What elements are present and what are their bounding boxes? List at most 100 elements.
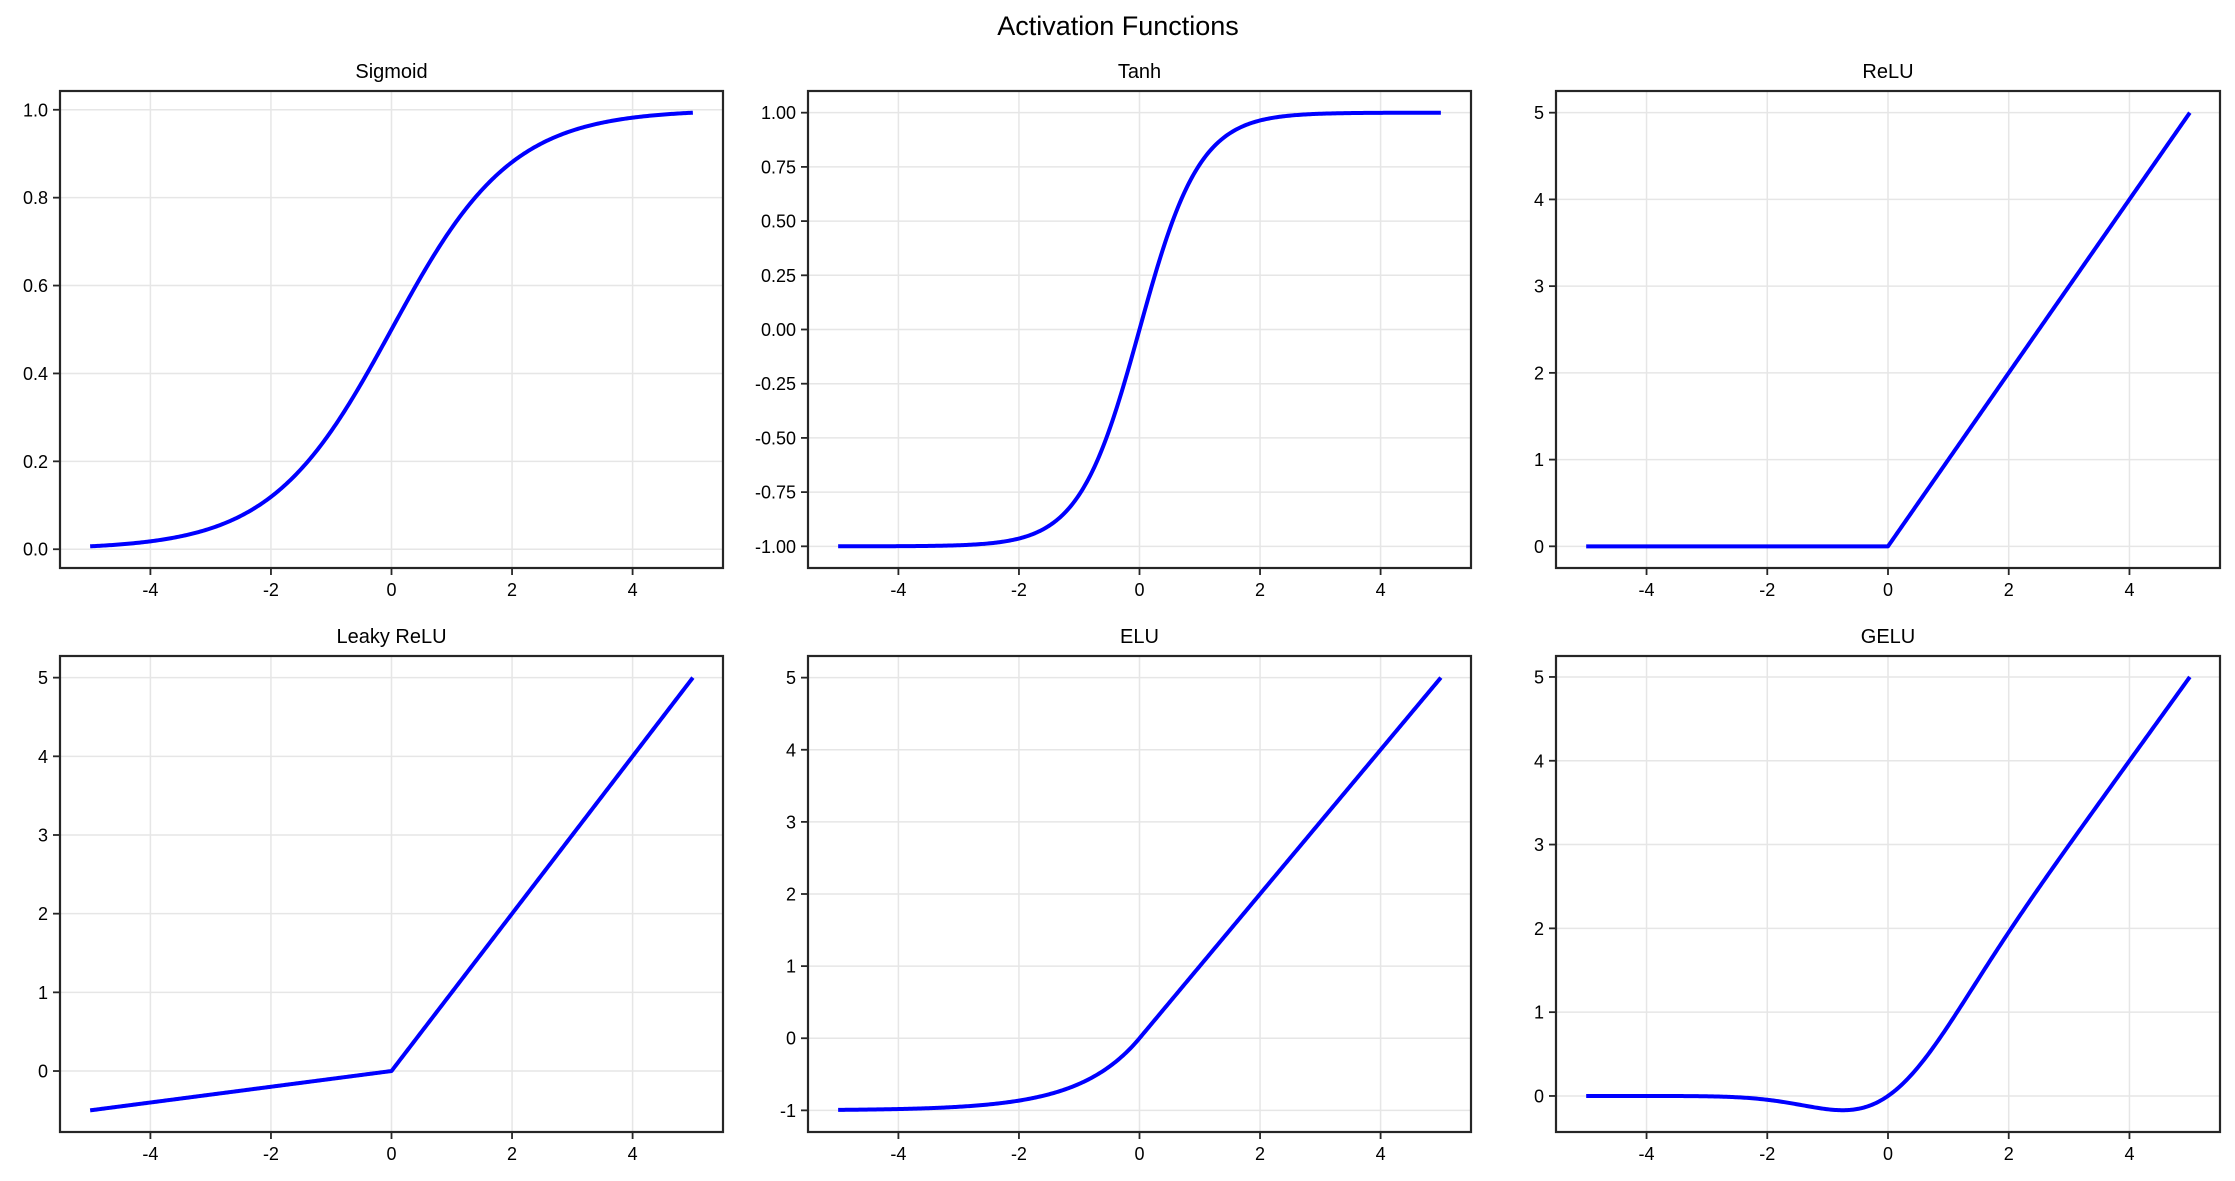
x-axis: -4 -2 0 2 4	[890, 1132, 1386, 1164]
x-tick-label: 0	[1883, 580, 1893, 600]
subplot-title: Leaky ReLU	[336, 626, 446, 648]
y-tick-label: 0.2	[23, 452, 48, 472]
grid	[808, 91, 1471, 568]
y-tick-label: 3	[38, 825, 48, 845]
y-tick-label: 0.75	[761, 157, 796, 177]
x-tick-label: 4	[1376, 580, 1386, 600]
y-tick-label: 3	[786, 812, 796, 832]
y-tick-label: 4	[786, 740, 796, 760]
x-tick-label: -2	[263, 1144, 279, 1164]
y-tick-label: 0.6	[23, 276, 48, 296]
y-axis: 0 1 2 3 4 5	[38, 668, 60, 1082]
x-tick-label: 0	[1883, 1144, 1893, 1164]
x-tick-label: 0	[1134, 580, 1144, 600]
x-tick-label: -2	[1759, 580, 1775, 600]
x-tick-label: 4	[1376, 1144, 1386, 1164]
grid	[1556, 91, 2220, 568]
series-line	[1585, 675, 2192, 1113]
x-axis: -4 -2 0 2 4	[890, 568, 1386, 600]
y-tick-label: 0.00	[761, 320, 796, 340]
y-tick-label: 0.8	[23, 188, 48, 208]
x-tick-label: 4	[628, 1144, 638, 1164]
y-axis: 0.0 0.2 0.4 0.6 0.8 1.0	[23, 100, 60, 560]
x-tick-label: 0	[386, 580, 396, 600]
y-tick-label: 0.50	[761, 212, 796, 232]
y-tick-label: 0.0	[23, 540, 48, 560]
y-tick-label: 1.0	[23, 100, 48, 120]
x-axis: -4 -2 0 2 4	[142, 1132, 638, 1164]
y-tick-label: 0	[786, 1029, 796, 1049]
y-tick-label: 0.25	[761, 266, 796, 286]
figure-title: Activation Functions	[997, 11, 1239, 41]
x-axis: -4 -2 0 2 4	[1639, 1132, 2134, 1164]
y-axis: -1.00 -0.75 -0.50 -0.25 0.00 0.25 0.50 0.75 1.00	[755, 103, 808, 557]
x-tick-label: -2	[1011, 1144, 1027, 1164]
y-tick-label: 5	[38, 668, 48, 688]
x-tick-label: -4	[1639, 580, 1655, 600]
x-tick-label: 2	[2004, 580, 2014, 600]
y-tick-label: 0	[1534, 1086, 1544, 1106]
x-tick-label: 2	[2004, 1144, 2014, 1164]
y-tick-label: 1.00	[761, 103, 796, 123]
x-tick-label: -2	[1759, 1144, 1775, 1164]
y-tick-label: -1.00	[755, 537, 796, 557]
y-tick-label: -1	[780, 1101, 796, 1121]
y-tick-label: 3	[1534, 277, 1544, 297]
x-tick-label: 0	[386, 1144, 396, 1164]
y-axis: 0 1 2 3 4 5	[1534, 667, 1556, 1106]
x-tick-label: -4	[142, 580, 158, 600]
series-line	[837, 676, 1443, 1112]
series-line	[89, 110, 694, 549]
y-tick-label: 1	[38, 983, 48, 1003]
subplot-title: Tanh	[1118, 61, 1161, 83]
x-tick-label: 4	[2124, 580, 2134, 600]
subplot-gelu: -4 -2 0 2 4 0 1 2 3 4 5 GELU	[1534, 626, 2222, 1164]
y-axis: 0 1 2 3 4 5	[1534, 103, 1556, 557]
y-tick-label: 2	[786, 885, 796, 905]
y-tick-label: 0	[1534, 537, 1544, 557]
subplot-leaky-relu: -4 -2 0 2 4 0 1 2 3 4 5 Leaky ReLU	[38, 626, 725, 1164]
subplot-title: ELU	[1120, 626, 1159, 648]
y-tick-label: 4	[38, 747, 48, 767]
subplot-tanh: -4 -2 0 2 4 -1.00 -0.75 -0.50 -0.25 0.00 0.25 0.50 0…	[755, 61, 1473, 600]
y-tick-label: 5	[1534, 103, 1544, 123]
x-tick-label: -4	[890, 1144, 906, 1164]
y-axis: -1 0 1 2 3 4 5	[780, 668, 808, 1121]
x-tick-label: -4	[1639, 1144, 1655, 1164]
x-tick-label: -2	[263, 580, 279, 600]
subplot-title: Sigmoid	[355, 61, 427, 83]
grid	[60, 91, 723, 568]
subplot-title: ReLU	[1862, 61, 1913, 83]
x-tick-label: 0	[1134, 1144, 1144, 1164]
subplot-sigmoid: -4 -2 0 2 4 0.0 0.2 0.4 0.6 0.8 1.0 Sigmoid	[23, 61, 725, 600]
series-line	[89, 676, 695, 1113]
y-tick-label: -0.25	[755, 374, 796, 394]
y-tick-label: -0.75	[755, 483, 796, 503]
x-tick-label: 4	[2124, 1144, 2134, 1164]
x-tick-label: 2	[507, 1144, 517, 1164]
x-axis: -4 -2 0 2 4	[1639, 568, 2134, 600]
subplot-title: GELU	[1861, 626, 1915, 648]
x-tick-label: -4	[890, 580, 906, 600]
y-tick-label: 5	[786, 668, 796, 688]
y-tick-label: 4	[1534, 751, 1544, 771]
series-line	[1585, 111, 2192, 549]
y-tick-label: 0	[38, 1062, 48, 1082]
y-tick-label: 1	[786, 957, 796, 977]
subplot-elu: -4 -2 0 2 4 -1 0 1 2 3 4 5 ELU	[780, 626, 1473, 1164]
y-tick-label: 2	[1534, 363, 1544, 383]
y-tick-label: 3	[1534, 835, 1544, 855]
y-tick-label: 1	[1534, 450, 1544, 470]
y-tick-label: 2	[38, 904, 48, 924]
y-tick-label: 4	[1534, 190, 1544, 210]
x-tick-label: -2	[1011, 580, 1027, 600]
x-tick-label: 2	[1255, 1144, 1265, 1164]
y-tick-label: 1	[1534, 1003, 1544, 1023]
x-tick-label: 4	[628, 580, 638, 600]
y-tick-label: 5	[1534, 667, 1544, 687]
y-tick-label: 0.4	[23, 364, 48, 384]
y-tick-label: -0.50	[755, 428, 796, 448]
